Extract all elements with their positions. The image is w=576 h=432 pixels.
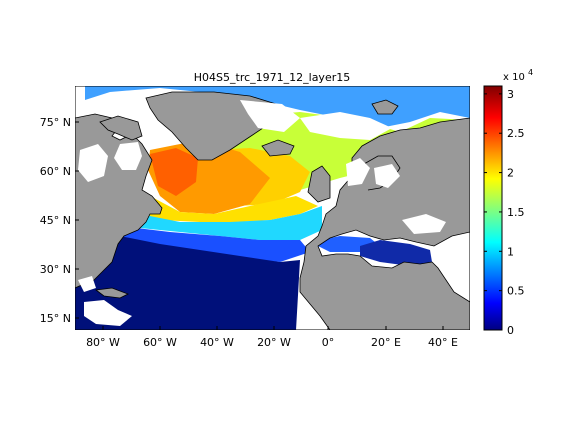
colorbar-tick-label-2: 1 bbox=[507, 245, 514, 258]
colorbar-ticks: 0 0.5 1 1.5 2 2.5 3 bbox=[484, 88, 525, 337]
y-axis: 75° N 60° N 45° N 30° N 15° N bbox=[40, 116, 79, 325]
colorbar-tick-label-4: 2 bbox=[507, 167, 514, 180]
colorbar: x 10 4 0 0.5 1 1.5 2 2.5 3 bbox=[483, 68, 533, 337]
white-patch-norway-coast bbox=[346, 158, 370, 186]
missing-data-patches bbox=[78, 100, 446, 326]
map-area bbox=[75, 86, 470, 330]
white-patch-gulf bbox=[78, 276, 96, 292]
white-patch-labrador-coast bbox=[114, 142, 142, 170]
colorbar-tick-label-3: 1.5 bbox=[507, 206, 525, 219]
x-tick-label-3: 20° W bbox=[257, 336, 291, 349]
x-tick-label-1: 60° W bbox=[143, 336, 177, 349]
ireland-britain-land bbox=[307, 165, 331, 203]
cell-transition-blue bbox=[120, 226, 310, 262]
cuba-land bbox=[94, 287, 129, 299]
cell-transition-cyan bbox=[130, 206, 322, 240]
white-patch-barents bbox=[300, 112, 392, 140]
x-tick-label-5: 20° E bbox=[371, 336, 401, 349]
cell-far-north-ocean bbox=[85, 86, 470, 128]
scandinavia-outline bbox=[351, 155, 401, 191]
white-patch-hudson-bay bbox=[78, 144, 108, 182]
y-tick-label-0: 75° N bbox=[40, 116, 71, 129]
white-patch-black-sea bbox=[402, 214, 446, 234]
x-tick-label-6: 40° E bbox=[428, 336, 458, 349]
y-tick-label-4: 15° N bbox=[40, 312, 71, 325]
colorbar-tick-label-0: 0 bbox=[507, 324, 514, 337]
x-tick-label-4: 0° bbox=[322, 336, 335, 349]
x-tick-label-2: 40° W bbox=[200, 336, 234, 349]
colorbar-tick-label-5: 2.5 bbox=[507, 127, 525, 140]
colorbar-exponent-base: x 10 bbox=[503, 72, 525, 83]
cell-labrador-core bbox=[150, 148, 198, 196]
eurasia-africa-land bbox=[299, 117, 470, 330]
colorbar-gradient bbox=[483, 85, 503, 331]
cell-east-mediterranean bbox=[360, 240, 432, 266]
y-tick-label-2: 45° N bbox=[40, 214, 71, 227]
white-patch-greenland-east bbox=[240, 100, 300, 132]
x-axis: 80° W 60° W 40° W 20° W 0° 20° E 40° E bbox=[86, 326, 458, 349]
y-tick-label-1: 60° N bbox=[40, 165, 71, 178]
colorbar-exponent-label: x 10 4 bbox=[503, 68, 533, 83]
svalbard-land bbox=[371, 99, 399, 115]
cell-subtropical-atlantic bbox=[75, 236, 300, 330]
white-patch-baltic bbox=[374, 164, 400, 188]
y-tick-label-3: 30° N bbox=[40, 263, 71, 276]
cell-transition-yellow bbox=[140, 196, 318, 222]
x-tick-label-0: 80° W bbox=[86, 336, 120, 349]
chart-title: H04S5_trc_1971_12_layer15 bbox=[194, 71, 350, 84]
white-patch-caribbean bbox=[84, 300, 132, 326]
colorbar-exponent-power: 4 bbox=[528, 68, 533, 77]
baffin-island-land bbox=[99, 115, 143, 141]
iceland-land bbox=[261, 139, 295, 157]
colorbar-tick-label-6: 3 bbox=[507, 88, 514, 101]
colorbar-tick-label-1: 0.5 bbox=[507, 285, 525, 298]
